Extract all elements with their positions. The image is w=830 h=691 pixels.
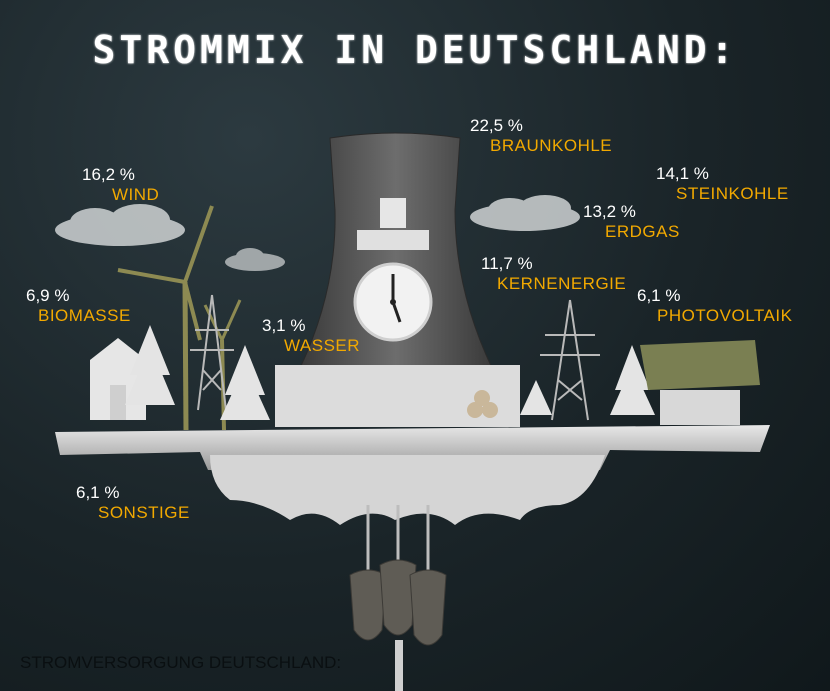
clock-icon [353, 262, 433, 342]
page-title: STROMMIX IN DEUTSCHLAND: [92, 28, 738, 72]
stat-label: BIOMASSE [38, 306, 131, 325]
stat-sonstige: 6,1 % SONSTIGE [76, 483, 190, 523]
stat-photovoltaik: 6,1 % PHOTOVOLTAIK [637, 286, 792, 326]
solar-panel-icon [640, 340, 760, 425]
pendulum-rod [395, 640, 403, 691]
stat-braunkohle: 22,5 % BRAUNKOHLE [470, 116, 612, 156]
tree-icon [125, 325, 655, 420]
stat-percent: 6,1 % [637, 286, 681, 305]
cooling-tower [299, 132, 493, 369]
lower-bracket [210, 455, 605, 525]
firewood-icon [467, 390, 498, 418]
stat-label: SONSTIGE [98, 503, 190, 522]
stat-percent: 13,2 % [583, 202, 636, 221]
stat-label: PHOTOVOLTAIK [657, 306, 793, 325]
balcony [357, 230, 429, 250]
stat-percent: 16,2 % [82, 165, 135, 184]
stat-kernenergie: 11,7 % KERNENERGIE [481, 254, 626, 294]
chain-icon [366, 505, 430, 575]
stat-percent: 11,7 % [481, 254, 533, 273]
stat-erdgas: 13,2 % ERDGAS [583, 202, 680, 242]
stat-percent: 6,9 % [26, 286, 70, 305]
stat-percent: 22,5 % [470, 116, 523, 135]
pine-cone-weight-icon [349, 559, 447, 646]
footer-caption: STROMVERSORGUNG DEUTSCHLAND: [20, 653, 342, 672]
pylon-icon [190, 294, 600, 421]
cloud-left [55, 204, 185, 246]
stat-label: KERNENERGIE [497, 274, 627, 293]
stat-biomasse: 6,9 % BIOMASSE [26, 286, 131, 326]
cloud-small [225, 248, 285, 271]
stat-wasser: 3,1 % WASSER [262, 316, 360, 356]
cuckoo-door [380, 198, 406, 228]
stat-percent: 6,1 % [76, 483, 120, 502]
stat-label: BRAUNKOHLE [490, 136, 613, 155]
stat-label: WASSER [284, 336, 361, 355]
stat-percent: 14,1 % [656, 164, 709, 183]
stat-percent: 3,1 % [262, 316, 306, 335]
stat-label: WIND [112, 185, 160, 204]
stat-label: ERDGAS [605, 222, 680, 241]
stat-steinkohle: 14,1 % STEINKOHLE [656, 164, 789, 204]
stat-label: STEINKOHLE [676, 184, 789, 203]
cloud-right [470, 195, 580, 231]
stat-wind: 16,2 % WIND [82, 165, 159, 205]
